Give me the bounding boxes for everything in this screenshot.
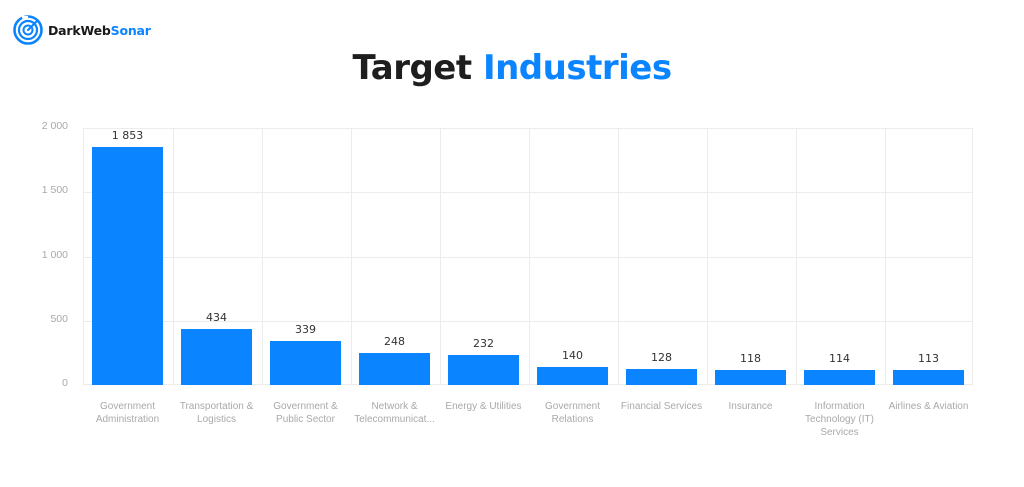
- y-axis-tick-label: 500: [50, 312, 68, 325]
- x-axis-category-label: Information Technology (IT) Services: [791, 400, 888, 439]
- bar-value-label: 339: [295, 323, 316, 337]
- gridline-vertical: [529, 129, 530, 384]
- x-axis-category-label: Energy & Utilities: [435, 400, 532, 413]
- y-axis-tick-label: 0: [62, 377, 68, 389]
- bar-value-label: 114: [829, 352, 850, 366]
- bar[interactable]: [447, 355, 520, 385]
- x-axis-label-line: Information: [814, 401, 865, 412]
- bar[interactable]: [91, 146, 164, 385]
- x-axis-label-line: Financial Services: [620, 401, 703, 412]
- bar[interactable]: [358, 353, 431, 385]
- x-axis-label-line: Government &: [273, 401, 338, 412]
- bar[interactable]: [536, 367, 609, 385]
- brand-name-dark: DarkWeb: [48, 22, 111, 38]
- bar[interactable]: [714, 369, 787, 385]
- bar-value-label: 140: [562, 349, 583, 362]
- x-axis-label-line: Public Sector: [276, 414, 335, 425]
- bar-value-label: 118: [740, 351, 761, 365]
- x-axis-label-line: Government: [544, 401, 601, 412]
- x-axis-label-line: Relations: [551, 414, 594, 425]
- bar-value-label: 434: [206, 311, 227, 325]
- bar[interactable]: [625, 368, 698, 385]
- gridline-vertical: [440, 129, 441, 384]
- gridline-vertical: [262, 129, 263, 384]
- bar[interactable]: [180, 329, 253, 385]
- x-axis-category-label: Insurance: [702, 400, 799, 413]
- x-axis-category-label: Transportation & Logistics: [168, 400, 265, 426]
- x-axis-label-line: Network &: [371, 401, 418, 412]
- gridline-vertical: [885, 129, 886, 384]
- x-axis-label-line: Government: [99, 401, 156, 412]
- x-axis-category-label: Government & Public Sector: [257, 400, 354, 426]
- x-axis-label-line: Energy & Utilities: [445, 401, 522, 412]
- x-axis-label-line: Insurance: [728, 401, 773, 412]
- gridline-vertical: [351, 129, 352, 384]
- plot-area: [83, 128, 973, 385]
- x-axis-category-label: Government Administration: [79, 400, 176, 426]
- bar-value-label: 232: [473, 337, 494, 351]
- gridline-horizontal: [84, 320, 972, 322]
- brand-name: DarkWebSonar: [48, 23, 151, 38]
- bar[interactable]: [892, 370, 965, 385]
- gridline-horizontal: [84, 256, 972, 258]
- brand-logo[interactable]: DarkWebSonar: [12, 14, 151, 46]
- bar[interactable]: [269, 341, 342, 385]
- title-accent: Industries: [482, 48, 672, 88]
- x-axis-category-label: Network & Telecommunicat...: [346, 400, 443, 426]
- y-axis-tick-label: 1 000: [41, 248, 68, 261]
- y-axis-tick-label: 2 000: [41, 120, 68, 132]
- x-axis-label-line: Transportation &: [179, 401, 254, 412]
- gridline-vertical: [618, 129, 619, 384]
- bar-value-label: 128: [651, 350, 672, 364]
- x-axis-label-line: Logistics: [197, 414, 236, 425]
- title-dark: Target: [352, 48, 472, 88]
- bar-value-label: 1 853: [111, 128, 144, 142]
- x-axis-category-label: Airlines & Aviation: [880, 400, 977, 413]
- y-axis-tick-label: 1 500: [41, 184, 68, 197]
- page-title: Target Industries: [0, 48, 1024, 88]
- gridline-vertical: [796, 129, 797, 384]
- radar-icon: [13, 15, 43, 45]
- gridline-vertical: [173, 129, 174, 384]
- brand-name-accent: Sonar: [110, 22, 151, 38]
- gridline-vertical: [707, 129, 708, 384]
- bar-value-label: 113: [918, 352, 939, 366]
- bar[interactable]: [803, 370, 876, 385]
- x-axis-category-label: Financial Services: [613, 400, 710, 413]
- x-axis-label-line: Telecommunicat...: [354, 414, 435, 425]
- x-axis-label-line: Technology (IT): [805, 414, 874, 425]
- bar-value-label: 248: [384, 335, 405, 349]
- x-axis-label-line: Services: [820, 427, 859, 438]
- x-axis-label-line: Airlines & Aviation: [888, 401, 969, 412]
- x-axis-label-line: Administration: [95, 414, 160, 425]
- gridline-horizontal: [84, 192, 972, 194]
- x-axis-category-label: Government Relations: [524, 400, 621, 426]
